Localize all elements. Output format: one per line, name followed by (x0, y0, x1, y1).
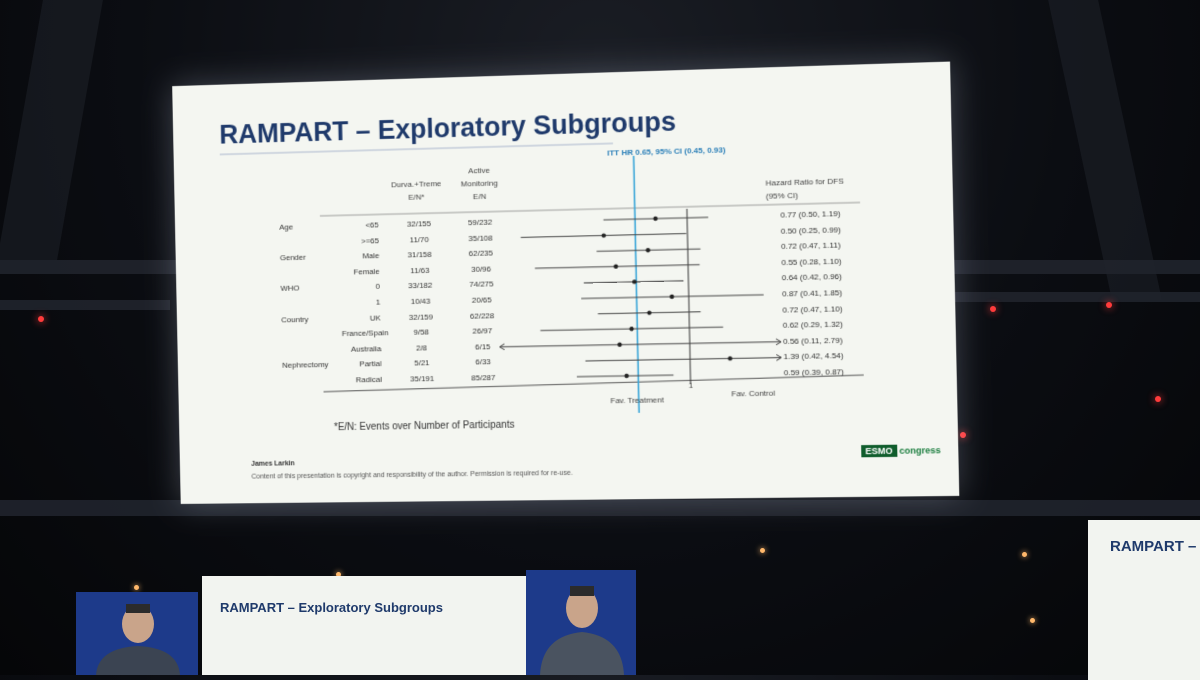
hr-point (629, 327, 634, 331)
speaker-screen-left (76, 592, 198, 675)
ceiling-beam (1048, 0, 1162, 300)
speaker-figure (76, 592, 198, 675)
hr-point (670, 294, 675, 299)
projected-slide: RAMPART – Exploratory Subgroups ITT HR 0… (172, 62, 959, 504)
stage-light (1022, 552, 1027, 557)
stage-light (990, 306, 996, 312)
itt-hr-line (634, 156, 639, 413)
side-slide-monitor: RAMPART – Explo (1088, 520, 1200, 680)
stage-light (1106, 302, 1112, 308)
speaker-figure (526, 570, 636, 675)
speaker-screen-right (526, 570, 636, 675)
ci-whisker (585, 358, 781, 361)
hr-point (728, 356, 733, 361)
ceiling-beam (0, 0, 103, 260)
hr-point (617, 342, 622, 346)
lower-slide-monitor: RAMPART – Exploratory Subgroups (202, 576, 526, 675)
hr-point (653, 216, 658, 221)
hr-point (647, 311, 652, 316)
presenter-name: James Larkin (251, 460, 295, 467)
lower-slide-title: RAMPART – Exploratory Subgroups (220, 600, 443, 615)
header-rule (320, 202, 860, 215)
ci-whisker (500, 342, 782, 347)
axis-tick-label: 1 (688, 379, 693, 392)
fav-treatment-label: Fav. Treatment (610, 393, 664, 407)
stage-light (960, 432, 966, 438)
stage-light (1030, 618, 1035, 623)
ceiling-truss (0, 300, 170, 310)
hr-point (646, 248, 651, 253)
esmo-logo: ESMO congress (861, 445, 941, 456)
stage-light (38, 316, 44, 322)
stage-light (134, 585, 139, 590)
stage-light (760, 548, 765, 553)
hr-point (601, 233, 606, 238)
hr-point (624, 374, 629, 378)
x-axis-line (323, 375, 864, 392)
stage-light (1155, 396, 1161, 402)
hr-point (614, 264, 619, 269)
forest-plot (172, 62, 959, 504)
fav-control-label: Fav. Control (731, 387, 775, 401)
side-slide-title: RAMPART – Explo (1110, 538, 1200, 555)
